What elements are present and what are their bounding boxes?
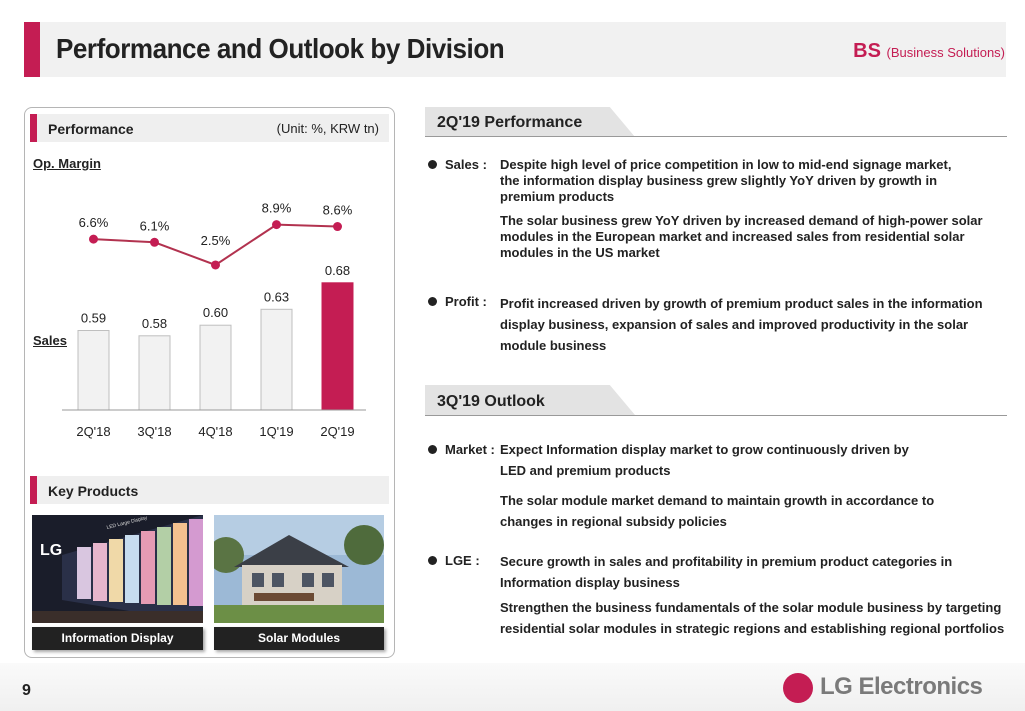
chart-labels: 0.59 2Q'18 0.58 3Q'18 0.60 4Q'18 0.63 1Q'19 0.68… xyxy=(76,201,354,439)
title-accent xyxy=(24,22,40,77)
performance-heading: Performance (Unit: %, KRW tn) xyxy=(30,114,389,142)
bullet xyxy=(428,297,437,306)
bullet xyxy=(428,160,437,169)
op-margin-label: Op. Margin xyxy=(33,156,101,171)
bullet xyxy=(428,556,437,565)
division-tag: BS (Business Solutions) xyxy=(853,40,1005,63)
category-tick-label: 3Q'18 xyxy=(137,424,171,439)
page-number: 9 xyxy=(22,682,31,699)
sales-item-label: Sales : xyxy=(445,157,487,172)
margin-value-label: 6.6% xyxy=(79,215,109,230)
margin-value-label: 2.5% xyxy=(201,233,231,248)
market-item-label: Market : xyxy=(445,442,495,457)
bullet xyxy=(428,445,437,454)
solar-modules-image xyxy=(214,515,384,623)
sales-bar xyxy=(138,335,171,411)
margin-point xyxy=(272,220,281,230)
margin-point xyxy=(89,234,98,244)
lg-sign-text: LG xyxy=(40,542,62,559)
margin-point xyxy=(150,237,159,247)
sales-value-label: 0.59 xyxy=(81,311,106,326)
information-display-image: LG LED Large Display xyxy=(32,515,203,623)
sales-bar xyxy=(260,308,293,411)
key-products-heading: Key Products xyxy=(30,476,389,504)
margin-value-label: 8.9% xyxy=(262,201,292,216)
margin-point xyxy=(211,260,220,270)
sales-bar xyxy=(321,282,354,411)
page-title: Performance and Outlook by Division xyxy=(56,33,505,64)
sales-value-label: 0.60 xyxy=(203,305,228,320)
outlook-section-title: 3Q'19 Outlook xyxy=(437,393,545,410)
performance-chart: 0.59 2Q'18 0.58 3Q'18 0.60 4Q'18 0.63 1Q'19 0.68… xyxy=(62,201,366,439)
division-name: (Business Solutions) xyxy=(886,45,1006,60)
market-item-text-2: The solar module market demand to mainta… xyxy=(500,493,935,529)
sales-value-label: 0.68 xyxy=(325,263,350,278)
sales-bars xyxy=(77,282,354,411)
division-code: BS xyxy=(853,40,881,62)
company-logo-text: LG Electronics xyxy=(820,673,983,700)
category-tick-label: 4Q'18 xyxy=(198,424,232,439)
unit-label: (Unit: %, KRW tn) xyxy=(276,121,379,136)
profit-item-text: Profit increased driven by growth of pre… xyxy=(500,296,983,353)
information-display-caption: Information Display xyxy=(32,627,203,650)
margin-value-label: 6.1% xyxy=(140,218,170,233)
footer-bar xyxy=(0,663,1025,711)
sales-item-text-2: The solar business grew YoY driven by in… xyxy=(500,213,983,260)
heading-accent xyxy=(30,476,37,504)
sales-bar xyxy=(77,330,110,411)
lge-item-text-2: Strengthen the business fundamentals of … xyxy=(500,600,1005,636)
performance-heading-text: Performance xyxy=(48,121,134,137)
sales-value-label: 0.63 xyxy=(264,289,289,304)
sales-bar xyxy=(199,324,232,411)
solar-modules-caption: Solar Modules xyxy=(214,627,384,650)
performance-section-title: 2Q'19 Performance xyxy=(437,114,583,131)
lge-item-label: LGE : xyxy=(445,553,480,568)
sales-value-label: 0.58 xyxy=(142,316,167,331)
outlook-section-tab xyxy=(425,385,635,415)
heading-accent xyxy=(30,114,37,142)
lg-logo-icon xyxy=(783,673,813,703)
category-tick-label: 2Q'18 xyxy=(76,424,110,439)
sales-label: Sales xyxy=(33,333,67,348)
margin-value-label: 8.6% xyxy=(323,203,353,218)
margin-line xyxy=(89,220,342,270)
section-divider xyxy=(425,415,1007,416)
sales-item-text-1: Despite high level of price competition … xyxy=(500,157,952,204)
performance-section-tab xyxy=(425,107,635,137)
market-item-text-1: Expect Information display market to gro… xyxy=(500,442,909,478)
display-panels xyxy=(77,519,203,606)
title-bar xyxy=(24,22,1006,77)
lge-item-text-1: Secure growth in sales and profitability… xyxy=(500,554,953,590)
margin-point xyxy=(333,222,342,232)
category-tick-label: 1Q'19 xyxy=(259,424,293,439)
profit-item-label: Profit : xyxy=(445,294,487,309)
key-products-heading-text: Key Products xyxy=(48,483,139,499)
section-divider xyxy=(425,136,1007,137)
category-tick-label: 2Q'19 xyxy=(320,424,354,439)
